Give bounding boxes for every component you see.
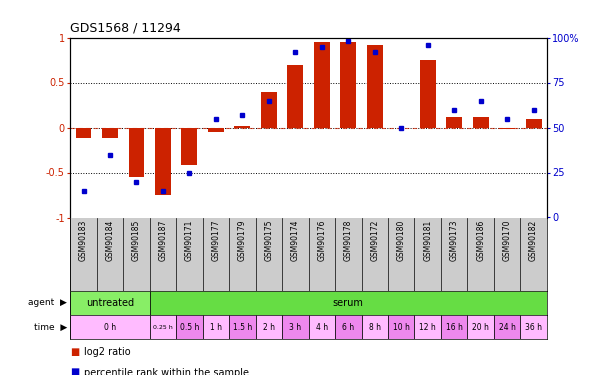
- Bar: [128, 128, 144, 177]
- Bar: [441, 315, 467, 339]
- Text: GSM90183: GSM90183: [79, 220, 88, 261]
- Bar: [335, 315, 362, 339]
- Bar: [473, 117, 489, 128]
- Bar: [70, 291, 150, 315]
- Bar: [155, 128, 171, 195]
- Text: GSM90179: GSM90179: [238, 220, 247, 261]
- Text: 1 h: 1 h: [210, 322, 222, 332]
- Bar: [235, 126, 251, 128]
- Text: 12 h: 12 h: [419, 322, 436, 332]
- Text: GSM90172: GSM90172: [370, 220, 379, 261]
- Bar: [467, 315, 494, 339]
- Bar: [309, 315, 335, 339]
- Text: 20 h: 20 h: [472, 322, 489, 332]
- Text: agent  ▶: agent ▶: [28, 298, 67, 307]
- Bar: [287, 64, 303, 128]
- Bar: [150, 291, 547, 315]
- Bar: [525, 118, 541, 128]
- Bar: [150, 315, 176, 339]
- Text: GSM90181: GSM90181: [423, 220, 432, 261]
- Text: 36 h: 36 h: [525, 322, 542, 332]
- Bar: [70, 315, 150, 339]
- Text: log2 ratio: log2 ratio: [84, 347, 130, 357]
- Bar: [340, 42, 356, 128]
- Bar: [181, 128, 197, 165]
- Bar: [494, 315, 521, 339]
- Text: untreated: untreated: [86, 298, 134, 308]
- Text: GSM90182: GSM90182: [529, 220, 538, 261]
- Bar: [446, 117, 462, 128]
- Bar: [414, 315, 441, 339]
- Text: time  ▶: time ▶: [34, 322, 67, 332]
- Text: GSM90180: GSM90180: [397, 220, 406, 261]
- Text: 1.5 h: 1.5 h: [233, 322, 252, 332]
- Bar: [282, 315, 309, 339]
- Bar: [203, 315, 229, 339]
- Bar: [367, 45, 382, 128]
- Text: 0 h: 0 h: [104, 322, 116, 332]
- Bar: [261, 92, 277, 128]
- Text: GSM90186: GSM90186: [476, 220, 485, 261]
- Bar: [102, 128, 118, 138]
- Bar: [388, 315, 414, 339]
- Bar: [499, 128, 515, 129]
- Bar: [76, 128, 92, 138]
- Text: 3 h: 3 h: [289, 322, 301, 332]
- Text: 8 h: 8 h: [369, 322, 381, 332]
- Bar: [229, 315, 255, 339]
- Bar: [314, 42, 330, 128]
- Bar: [208, 128, 224, 132]
- Text: 10 h: 10 h: [393, 322, 409, 332]
- Bar: [362, 315, 388, 339]
- Bar: [176, 315, 203, 339]
- Text: ■: ■: [70, 347, 79, 357]
- Text: GSM90173: GSM90173: [450, 220, 459, 261]
- Text: GSM90178: GSM90178: [344, 220, 353, 261]
- Bar: [420, 60, 436, 128]
- Text: serum: serum: [333, 298, 364, 308]
- Bar: [255, 315, 282, 339]
- Text: 0.25 h: 0.25 h: [153, 325, 173, 330]
- Text: 16 h: 16 h: [446, 322, 463, 332]
- Text: percentile rank within the sample: percentile rank within the sample: [84, 368, 249, 375]
- Text: GSM90185: GSM90185: [132, 220, 141, 261]
- Text: GSM90177: GSM90177: [211, 220, 221, 261]
- Bar: [521, 315, 547, 339]
- Text: GSM90187: GSM90187: [158, 220, 167, 261]
- Text: GDS1568 / 11294: GDS1568 / 11294: [70, 22, 181, 35]
- Text: 0.5 h: 0.5 h: [180, 322, 199, 332]
- Text: GSM90171: GSM90171: [185, 220, 194, 261]
- Text: 4 h: 4 h: [316, 322, 328, 332]
- Text: GSM90174: GSM90174: [291, 220, 300, 261]
- Text: ■: ■: [70, 368, 79, 375]
- Text: GSM90175: GSM90175: [265, 220, 273, 261]
- Text: GSM90170: GSM90170: [503, 220, 511, 261]
- Text: 2 h: 2 h: [263, 322, 275, 332]
- Text: 6 h: 6 h: [342, 322, 354, 332]
- Text: GSM90184: GSM90184: [106, 220, 114, 261]
- Text: 24 h: 24 h: [499, 322, 516, 332]
- Text: GSM90176: GSM90176: [317, 220, 326, 261]
